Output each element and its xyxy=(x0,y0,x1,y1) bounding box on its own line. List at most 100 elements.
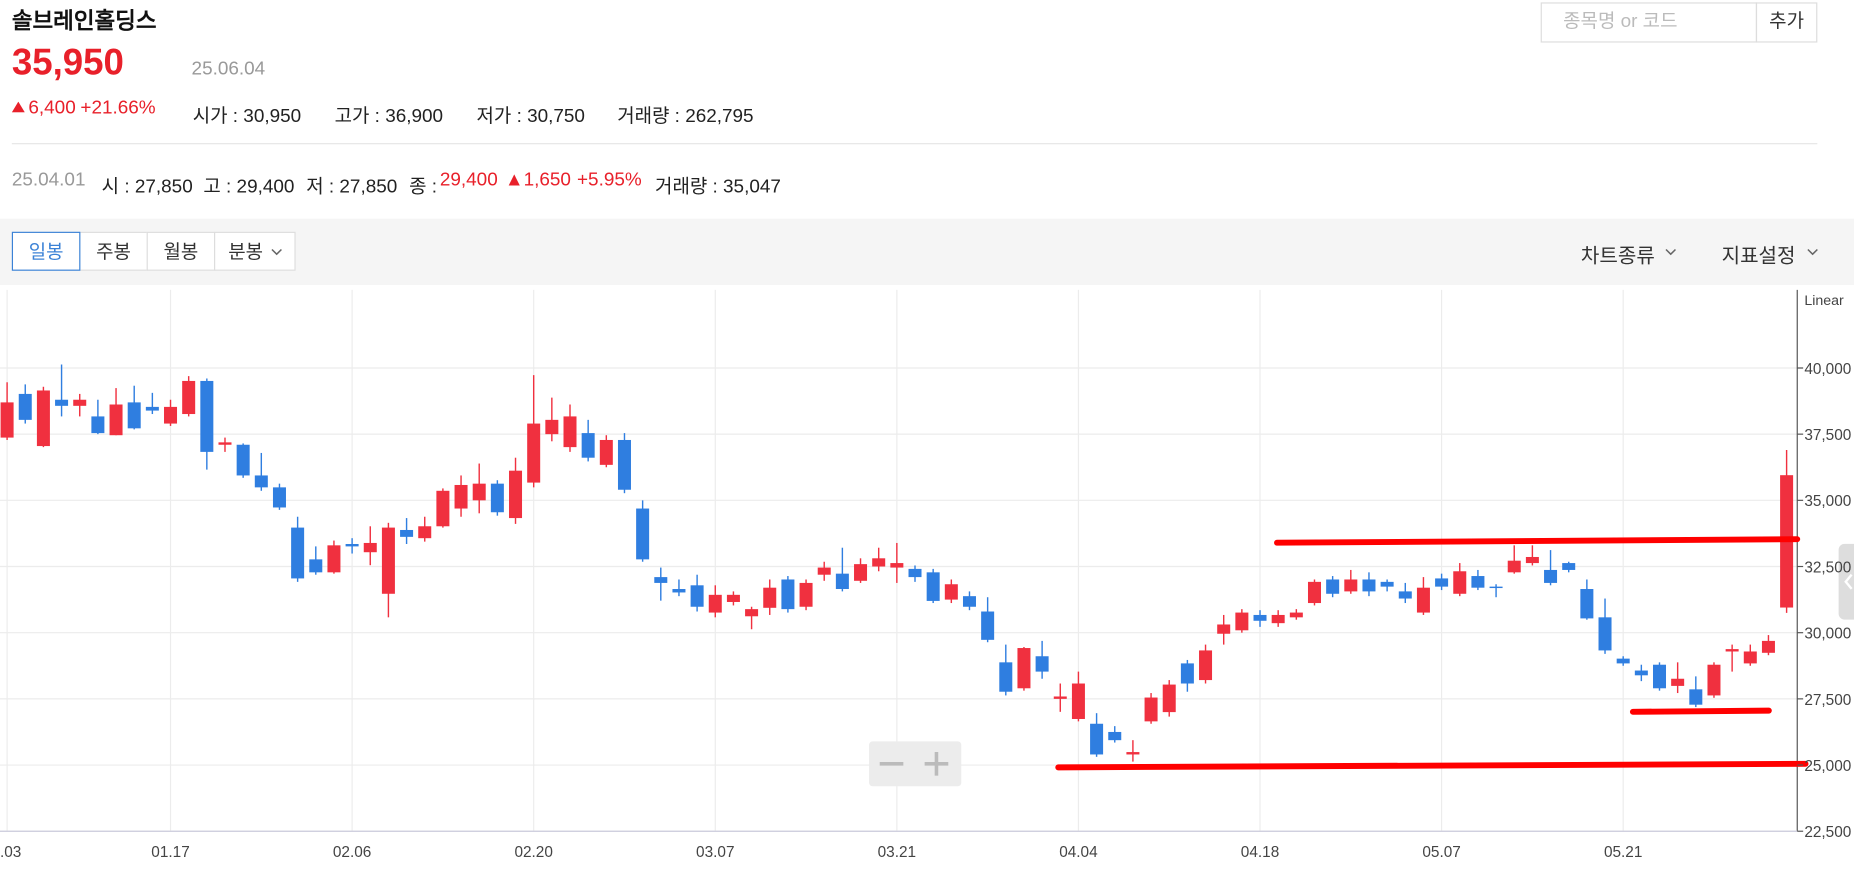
stat: 고가 : 36,900 xyxy=(334,106,444,127)
candle-body xyxy=(1634,670,1648,676)
change-pct: +21.66% xyxy=(80,98,156,119)
drawn-line xyxy=(1629,707,1772,715)
candle-body xyxy=(91,416,105,434)
candle-body xyxy=(817,567,831,575)
x-tick-label: 03.21 xyxy=(878,844,916,861)
drawn-line xyxy=(1055,760,1809,771)
candle-body xyxy=(563,416,577,448)
candle-body xyxy=(1162,684,1176,713)
candle-body xyxy=(472,483,486,501)
candle-body xyxy=(1053,696,1067,699)
y-tick-label: 22,500 xyxy=(1804,824,1851,841)
y-tick-label: 37,500 xyxy=(1804,427,1851,444)
candle-body xyxy=(291,527,305,579)
x-tick-label: 01.17 xyxy=(151,844,189,861)
candle-body xyxy=(381,527,395,594)
search-input[interactable]: 종목명 or 코드 xyxy=(1540,2,1758,43)
y-tick-label: 30,000 xyxy=(1804,626,1851,643)
candle-body xyxy=(73,399,87,406)
candle-body xyxy=(1435,578,1449,587)
hover-change-pct: +5.95% xyxy=(577,170,642,191)
toolbar xyxy=(0,218,1854,285)
candle-body xyxy=(599,439,613,465)
candle-body xyxy=(944,584,958,600)
candle-body xyxy=(1289,612,1303,618)
candle-body xyxy=(109,404,123,436)
tab-daily[interactable]: 일봉 xyxy=(11,231,81,271)
candle-body xyxy=(1217,624,1231,634)
divider xyxy=(11,143,1818,145)
candle-body xyxy=(18,393,32,420)
candle-body xyxy=(581,433,595,458)
candle-body xyxy=(1725,649,1739,652)
x-tick-label: 02.20 xyxy=(514,844,552,861)
y-tick-label: 32,500 xyxy=(1804,559,1851,576)
drawn-line xyxy=(1274,536,1801,546)
x-tick-label: 02.06 xyxy=(333,844,371,861)
candle-body xyxy=(200,380,214,452)
candle-body xyxy=(254,475,268,488)
candle-body xyxy=(1416,587,1430,613)
candle-body xyxy=(908,568,922,578)
candle-body xyxy=(1616,658,1630,664)
scale-label: Linear xyxy=(1804,293,1844,309)
candle-body xyxy=(1598,617,1612,651)
x-tick-label: 05.21 xyxy=(1604,844,1642,861)
candle-body xyxy=(763,587,777,608)
candle-body xyxy=(1453,571,1467,594)
candle-body xyxy=(1525,556,1539,564)
candle-body xyxy=(1761,640,1775,653)
candle-body xyxy=(1271,614,1285,624)
hover-volume: 거래량 : 35,047 xyxy=(655,177,781,198)
candle-body xyxy=(527,423,541,483)
candle-body xyxy=(182,380,196,415)
candle-body xyxy=(418,526,432,539)
candle-body xyxy=(545,419,559,435)
candle-body xyxy=(36,390,50,447)
add-button[interactable]: 추가 xyxy=(1755,2,1818,43)
candle-body xyxy=(164,406,178,424)
candle-body xyxy=(1380,581,1394,587)
candle-body xyxy=(436,490,450,527)
candle-body xyxy=(145,406,159,411)
candle-body xyxy=(55,399,69,406)
y-tick-label: 27,500 xyxy=(1804,692,1851,709)
candle-body xyxy=(854,564,868,581)
tab-minute[interactable]: 분봉 xyxy=(214,231,296,271)
candle-body xyxy=(1362,579,1376,592)
candle-body xyxy=(1307,581,1321,604)
candle-body xyxy=(509,470,523,519)
hover-change: ▲1,650 xyxy=(504,170,571,191)
hover-date: 25.04.01 xyxy=(11,170,86,191)
candle-body xyxy=(345,544,359,547)
stat: 거래량 : 262,795 xyxy=(617,106,754,127)
candle-body xyxy=(890,563,904,568)
y-tick-label: 40,000 xyxy=(1804,361,1851,378)
candle-body xyxy=(1398,591,1412,599)
candle-body xyxy=(745,609,759,617)
candle-body xyxy=(400,529,414,537)
tab-monthly[interactable]: 월봉 xyxy=(146,231,216,271)
up-arrow xyxy=(11,101,25,113)
candle-body xyxy=(1253,614,1267,621)
hover-stat: 고 : 29,400 xyxy=(203,177,295,198)
candle-body xyxy=(490,483,504,513)
candle-body xyxy=(672,589,686,593)
tab-weekly[interactable]: 주봉 xyxy=(79,231,148,271)
menu-chart-type[interactable]: 차트종류 xyxy=(1580,244,1655,268)
menu-indicator[interactable]: 지표설정 xyxy=(1721,244,1796,268)
candle-body xyxy=(1489,586,1503,589)
x-tick-label: 03.07 xyxy=(696,844,734,861)
x-tick-label: 04.04 xyxy=(1059,844,1098,861)
candle-body xyxy=(1507,560,1521,573)
candle-body xyxy=(636,508,650,560)
candle-body xyxy=(0,402,14,438)
y-tick-label: 25,000 xyxy=(1804,758,1851,775)
candle-body xyxy=(1344,579,1358,592)
candle-body xyxy=(726,594,740,602)
candle-body xyxy=(1017,648,1031,689)
stock-name: 솔브레인홀딩스 xyxy=(11,9,157,35)
candle-body xyxy=(708,594,722,613)
candle-body xyxy=(1544,569,1558,583)
